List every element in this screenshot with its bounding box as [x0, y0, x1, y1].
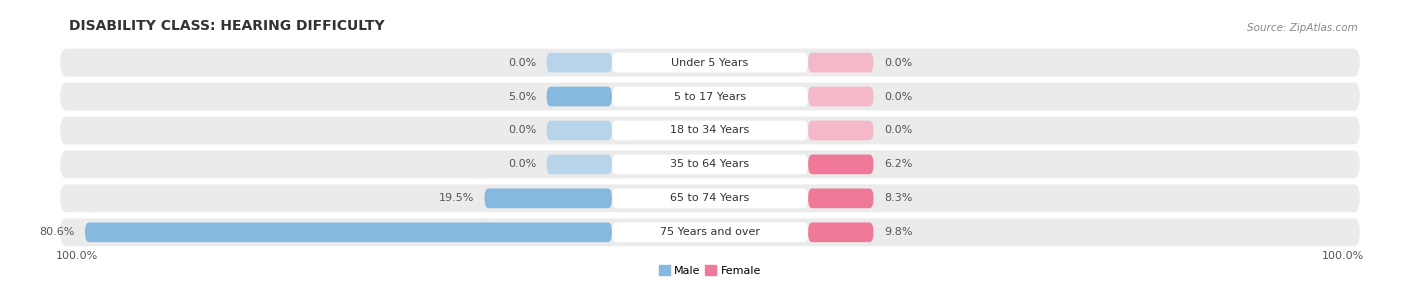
Text: 5 to 17 Years: 5 to 17 Years: [673, 92, 747, 102]
Text: 18 to 34 Years: 18 to 34 Years: [671, 126, 749, 136]
FancyBboxPatch shape: [547, 154, 612, 174]
Text: 8.3%: 8.3%: [884, 193, 912, 203]
FancyBboxPatch shape: [612, 223, 808, 242]
Text: 65 to 74 Years: 65 to 74 Years: [671, 193, 749, 203]
Text: 100.0%: 100.0%: [56, 251, 98, 261]
FancyBboxPatch shape: [612, 188, 808, 208]
FancyBboxPatch shape: [60, 218, 1360, 246]
FancyBboxPatch shape: [84, 223, 612, 242]
FancyBboxPatch shape: [612, 154, 808, 174]
Text: 35 to 64 Years: 35 to 64 Years: [671, 159, 749, 169]
Text: 0.0%: 0.0%: [508, 126, 536, 136]
Text: 0.0%: 0.0%: [508, 159, 536, 169]
FancyBboxPatch shape: [808, 223, 873, 242]
FancyBboxPatch shape: [612, 53, 808, 72]
Text: 9.8%: 9.8%: [884, 227, 912, 237]
FancyBboxPatch shape: [612, 121, 808, 140]
FancyBboxPatch shape: [60, 185, 1360, 212]
Text: 0.0%: 0.0%: [884, 126, 912, 136]
FancyBboxPatch shape: [808, 154, 873, 174]
Legend: Male, Female: Male, Female: [654, 261, 766, 280]
FancyBboxPatch shape: [612, 87, 808, 106]
FancyBboxPatch shape: [485, 188, 612, 208]
FancyBboxPatch shape: [547, 121, 612, 140]
Text: Under 5 Years: Under 5 Years: [672, 57, 748, 67]
FancyBboxPatch shape: [60, 49, 1360, 77]
FancyBboxPatch shape: [808, 121, 873, 140]
FancyBboxPatch shape: [547, 53, 612, 72]
FancyBboxPatch shape: [808, 53, 873, 72]
Text: 0.0%: 0.0%: [508, 57, 536, 67]
FancyBboxPatch shape: [808, 188, 873, 208]
FancyBboxPatch shape: [60, 150, 1360, 178]
Text: 0.0%: 0.0%: [884, 92, 912, 102]
Text: 80.6%: 80.6%: [39, 227, 75, 237]
Text: 100.0%: 100.0%: [1322, 251, 1364, 261]
Text: 19.5%: 19.5%: [439, 193, 474, 203]
FancyBboxPatch shape: [60, 83, 1360, 110]
Text: Source: ZipAtlas.com: Source: ZipAtlas.com: [1247, 23, 1357, 33]
Text: 5.0%: 5.0%: [508, 92, 536, 102]
FancyBboxPatch shape: [547, 87, 612, 106]
Text: 0.0%: 0.0%: [884, 57, 912, 67]
Text: DISABILITY CLASS: HEARING DIFFICULTY: DISABILITY CLASS: HEARING DIFFICULTY: [69, 19, 385, 33]
FancyBboxPatch shape: [60, 116, 1360, 144]
FancyBboxPatch shape: [808, 87, 873, 106]
Text: 6.2%: 6.2%: [884, 159, 912, 169]
Text: 75 Years and over: 75 Years and over: [659, 227, 761, 237]
